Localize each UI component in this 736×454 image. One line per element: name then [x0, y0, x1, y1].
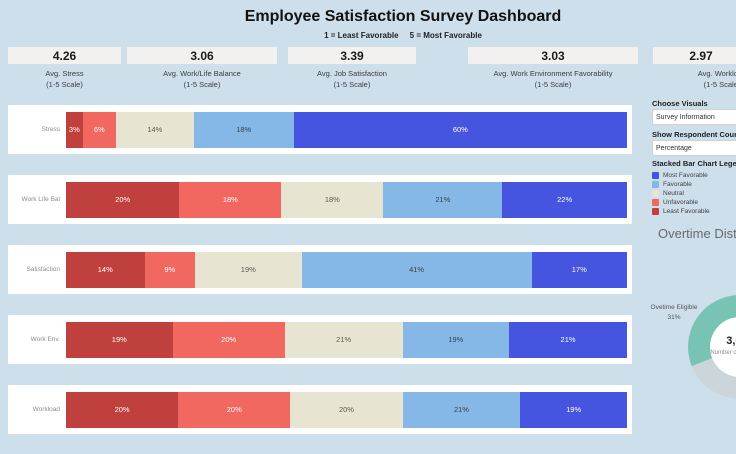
legend-label: Most Favorable [663, 172, 708, 179]
legend-label: Neutral [663, 190, 684, 197]
respondent-count-dropdown[interactable]: Percentage ▾ [652, 140, 736, 156]
bar-segment[interactable]: 60% [293, 111, 627, 148]
bar-segment[interactable]: 21% [509, 321, 627, 358]
legend-swatch [652, 208, 659, 215]
donut-slice-pct: 31% [667, 313, 681, 321]
legend-title: Stacked Bar Chart Legend [652, 159, 736, 168]
bar-segment[interactable]: 20% [172, 321, 285, 358]
row-label: Work Life Bal [21, 196, 60, 203]
overtime-section-title: Overtime Distribution [658, 226, 736, 241]
bar-segment[interactable]: 14% [66, 251, 145, 288]
row-label: Stress [41, 126, 60, 133]
legend-label: Unfavorable [663, 199, 699, 206]
bar-segment[interactable]: 18% [179, 181, 282, 218]
kpi-card-1: 4.26 Avg. Stress (1-5 Scale) [8, 47, 121, 90]
bar-segment[interactable]: 21% [284, 321, 403, 358]
kpi-label: Avg. Work Environment Favorability (1-5 S… [493, 69, 613, 89]
kpi-label: Avg. Workload(1-5 Scale) [697, 69, 736, 89]
bar-segment[interactable]: 19% [195, 251, 302, 288]
stacked-bar: 14% 9% 19% 41% 17% [66, 251, 627, 288]
bar-segment[interactable]: 19% [402, 321, 510, 358]
bar-segment[interactable]: 6% [82, 111, 116, 148]
respondent-count-value: Percentage [656, 144, 692, 152]
kpi-label: Avg. Job Satisfaction (1-5 Scale) [317, 69, 387, 89]
donut-slice-label: Ovetime Eligible 31% [640, 303, 708, 323]
stacked-bar: 20% 18% 18% 21% 22% [66, 181, 627, 218]
kpi-card-3: 3.39 Avg. Job Satisfaction (1-5 Scale) [288, 47, 416, 90]
bar-segment[interactable]: 14% [115, 111, 194, 148]
kpi-value: 3.06 [127, 47, 277, 64]
legend-label: Favorable [663, 181, 692, 188]
choose-visuals-label: Choose Visuals [652, 99, 708, 108]
kpi-value: 4.26 [8, 47, 121, 64]
dashboard-subtitle: 1 = Least Favorable 5 = Most Favorable [324, 31, 482, 40]
bar-segment[interactable]: 18% [281, 181, 384, 218]
row-label: Workload [32, 406, 60, 413]
bar-segment[interactable]: 20% [290, 391, 403, 428]
stacked-bar: 19% 20% 21% 19% 21% [66, 321, 627, 358]
row-label: Work Env. [30, 336, 60, 343]
bar-segment[interactable]: 19% [520, 391, 627, 428]
legend-item[interactable]: Neutral [652, 189, 710, 198]
bar-segment[interactable]: 22% [502, 181, 627, 218]
kpi-label: Avg. Stress (1-5 Scale) [45, 69, 84, 89]
bar-segment[interactable]: 19% [66, 321, 173, 358]
bar-row: Work Life Bal 20% 18% 18% 21% 22% [8, 175, 632, 224]
stacked-bar-legend: Most Favorable Favorable Neutral Unfavorabl… [652, 171, 710, 216]
legend-swatch [652, 172, 659, 179]
donut-center-label: Number of Employees [710, 350, 736, 356]
stacked-bar: 20% 20% 20% 21% 19% [66, 391, 627, 428]
bar-segment[interactable]: 9% [144, 251, 196, 288]
donut-slice-name: Ovetime Eligible [650, 304, 698, 311]
kpi-card-4: 3.03 Avg. Work Environment Favorability (1… [468, 47, 638, 90]
legend-item[interactable]: Unfavorable [652, 198, 710, 207]
kpi-card-5: 2.97 Avg. Workload(1-5 Scale) [653, 47, 736, 90]
legend-label: Least Favorable [663, 208, 710, 215]
kpi-value: 3.03 [468, 47, 638, 64]
kpi-label: Avg. Work/Life Balance (1-5 Scale) [163, 69, 241, 89]
kpi-value: 2.97 [653, 47, 736, 64]
legend-swatch [652, 181, 659, 188]
kpi-value: 3.39 [288, 47, 416, 64]
choose-visuals-dropdown[interactable]: Survey Information ▾ [652, 109, 736, 125]
bar-segment[interactable]: 20% [66, 391, 179, 428]
choose-visuals-value: Survey Information [656, 113, 715, 121]
bar-row: Workload 20% 20% 20% 21% 19% [8, 385, 632, 434]
bar-segment[interactable]: 41% [301, 251, 532, 288]
bar-segment[interactable]: 21% [402, 391, 521, 428]
bar-segment[interactable]: 18% [193, 111, 294, 148]
legend-item[interactable]: Least Favorable [652, 207, 710, 216]
stacked-bar: 3% 6% 14% 18% 60% [66, 111, 627, 148]
bar-segment[interactable]: 17% [531, 251, 627, 288]
donut-center-value: 3,023 [726, 335, 736, 347]
respondent-count-label: Show Respondent Count/Percentage [652, 130, 736, 139]
dashboard-title: Employee Satisfaction Survey Dashboard [244, 8, 562, 25]
legend-swatch [652, 190, 659, 197]
bar-segment[interactable]: 3% [66, 111, 83, 148]
row-label: Satisfaction [26, 266, 60, 273]
bar-segment[interactable]: 20% [66, 181, 180, 218]
legend-item[interactable]: Most Favorable [652, 171, 710, 180]
bar-row: Satisfaction 14% 9% 19% 41% 17% [8, 245, 632, 294]
bar-row: Work Env. 19% 20% 21% 19% 21% [8, 315, 632, 364]
bar-row: Stress 3% 6% 14% 18% 60% [8, 105, 632, 154]
kpi-card-2: 3.06 Avg. Work/Life Balance (1-5 Scale) [127, 47, 277, 90]
bar-segment[interactable]: 21% [383, 181, 503, 218]
legend-item[interactable]: Favorable [652, 180, 710, 189]
legend-swatch [652, 199, 659, 206]
bar-segment[interactable]: 20% [178, 391, 291, 428]
